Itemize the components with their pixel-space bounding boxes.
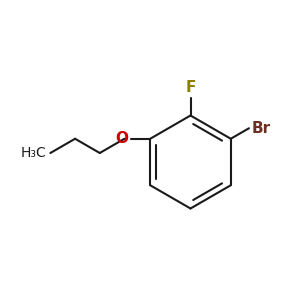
Text: F: F (185, 80, 196, 94)
Text: H₃C: H₃C (21, 146, 47, 160)
Text: O: O (115, 131, 128, 146)
Text: Br: Br (251, 121, 271, 136)
